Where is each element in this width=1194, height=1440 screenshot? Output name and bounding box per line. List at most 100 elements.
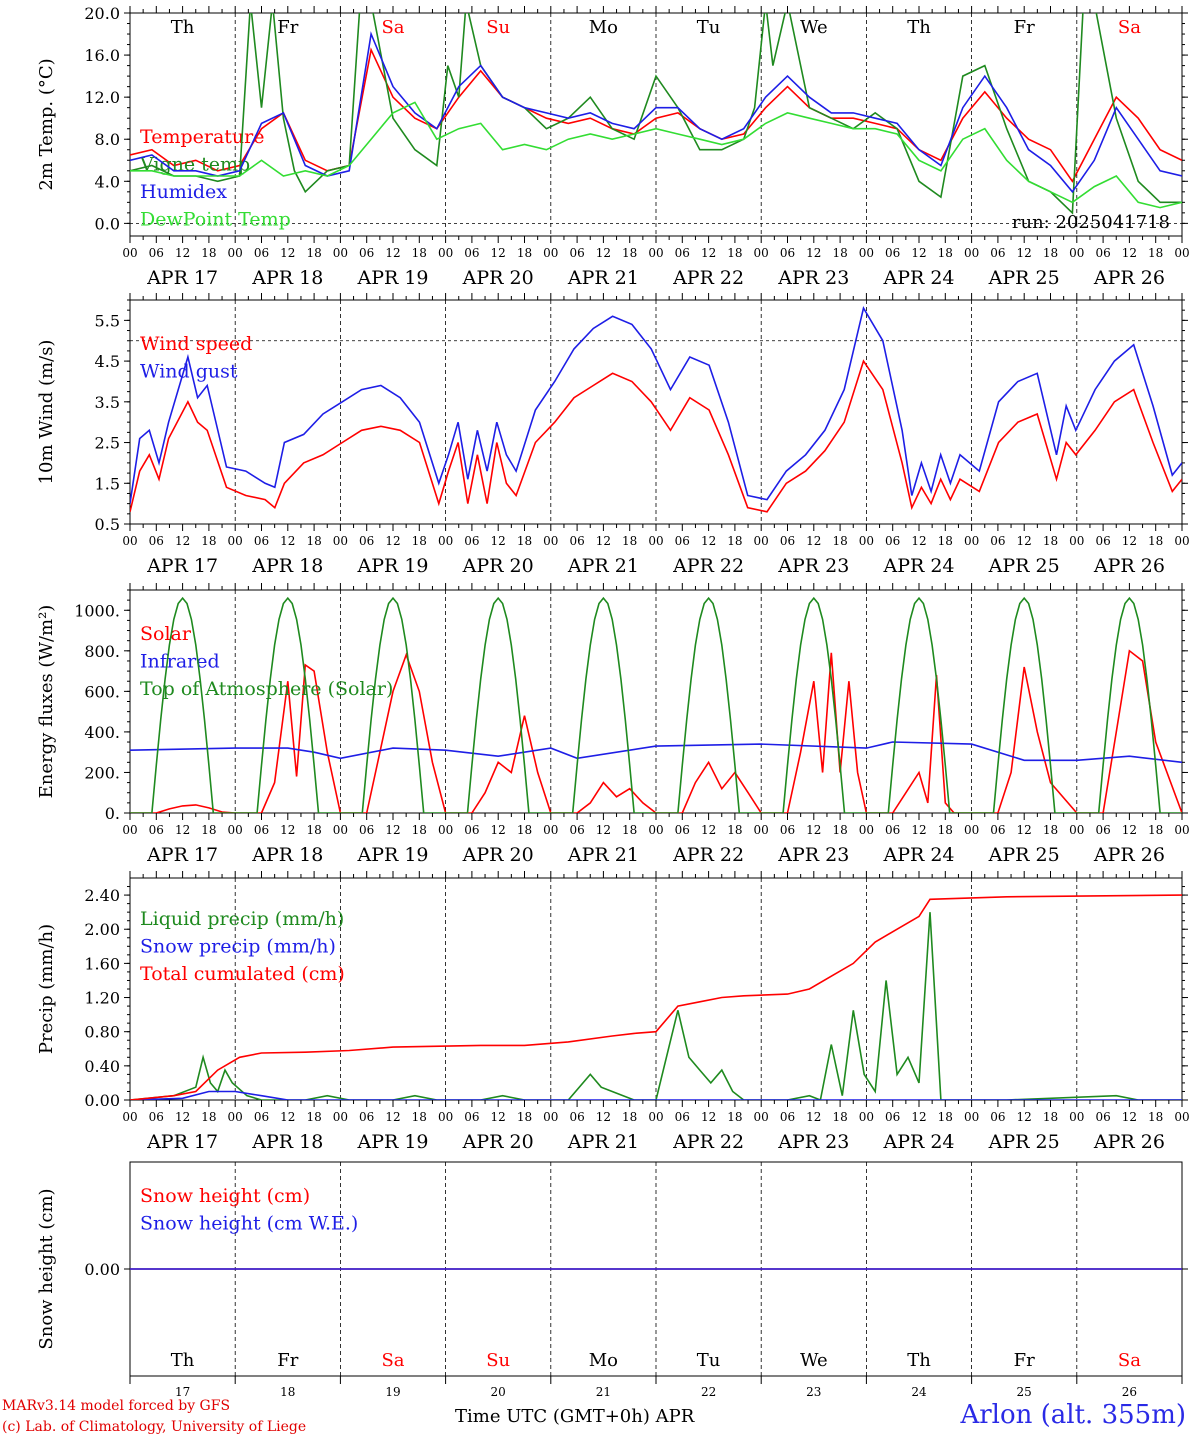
x-hour-label: 00 xyxy=(438,534,453,548)
x-hour-label: 18 xyxy=(938,1110,953,1124)
y-tick-label: 4.5 xyxy=(95,352,120,371)
x-hour-label: 06 xyxy=(359,823,374,837)
x-hour-label: 18 xyxy=(517,534,532,548)
x-hour-label: 18 xyxy=(306,1110,321,1124)
y-tick-label: 2.40 xyxy=(84,886,120,905)
x-hour-label: 00 xyxy=(543,534,558,548)
weekday-label: Fr xyxy=(1014,17,1035,38)
weekday-label: Sa xyxy=(1118,17,1141,38)
weekday-label: Fr xyxy=(1014,1350,1035,1371)
x-hour-label: 12 xyxy=(701,246,716,260)
x-hour-label: 12 xyxy=(175,823,190,837)
legend-entry: DewPoint Temp xyxy=(140,209,291,231)
x-hour-label: 18 xyxy=(412,823,427,837)
x-hour-label: 18 xyxy=(306,246,321,260)
weekday-label: Su xyxy=(486,1350,510,1371)
y-tick-label: 8.0 xyxy=(95,130,120,149)
x-date-label: APR 24 xyxy=(882,1131,954,1153)
series-line-temperature-1 xyxy=(130,13,1182,215)
x-hour-label: 06 xyxy=(1095,246,1110,260)
x-hour-label: 00 xyxy=(333,534,348,548)
x-hour-label: 18 xyxy=(727,1110,742,1124)
x-hour-label: 00 xyxy=(1069,823,1084,837)
x-hour-label: 18 xyxy=(622,1110,637,1124)
x-hour-label: 06 xyxy=(149,823,164,837)
x-hour-label: 12 xyxy=(701,823,716,837)
legend-entry: Total cumulated (cm) xyxy=(140,963,345,985)
x-hour-label: 06 xyxy=(464,534,479,548)
x-hour-label: 12 xyxy=(911,534,926,548)
x-hour-label: 00 xyxy=(1069,534,1084,548)
y-tick-label: 20.0 xyxy=(84,4,120,23)
x-hour-label: 12 xyxy=(701,534,716,548)
weekday-label: Sa xyxy=(381,17,404,38)
x-hour-label: 12 xyxy=(385,246,400,260)
time-axis-title: Time UTC (GMT+0h) APR xyxy=(455,1406,695,1427)
x-hour-label: 18 xyxy=(727,534,742,548)
x-hour-label: 12 xyxy=(1017,246,1032,260)
x-day-number: 24 xyxy=(911,1385,927,1399)
x-hour-label: 18 xyxy=(412,246,427,260)
x-hour-label: 06 xyxy=(675,534,690,548)
x-hour-label: 06 xyxy=(885,246,900,260)
x-hour-label: 06 xyxy=(1095,823,1110,837)
x-date-label: APR 23 xyxy=(777,555,849,577)
x-hour-label: 12 xyxy=(596,1110,611,1124)
x-day-number: 21 xyxy=(596,1385,611,1399)
x-hour-label: 12 xyxy=(806,246,821,260)
x-hour-label: 12 xyxy=(491,823,506,837)
x-hour-label: 06 xyxy=(675,246,690,260)
x-hour-label: 06 xyxy=(569,823,584,837)
x-hour-label: 18 xyxy=(1148,823,1163,837)
x-hour-label: 12 xyxy=(280,246,295,260)
legend-entry: Infrared xyxy=(140,651,220,673)
x-hour-label: 00 xyxy=(438,1110,453,1124)
x-hour-label: 00 xyxy=(859,1110,874,1124)
x-date-label: APR 17 xyxy=(146,1131,218,1153)
x-date-label: APR 17 xyxy=(146,267,218,289)
x-hour-label: 18 xyxy=(1148,534,1163,548)
series-line-temperature-0 xyxy=(130,47,1182,183)
x-date-label: APR 19 xyxy=(356,267,428,289)
x-hour-label: 06 xyxy=(1095,534,1110,548)
x-hour-label: 12 xyxy=(385,1110,400,1124)
legend-entry: Top of Atmosphere (Solar) xyxy=(140,678,393,700)
x-hour-label: 06 xyxy=(149,246,164,260)
x-hour-label: 06 xyxy=(254,823,269,837)
x-hour-label: 06 xyxy=(254,1110,269,1124)
x-date-label: APR 23 xyxy=(777,1131,849,1153)
x-date-label: APR 21 xyxy=(567,844,639,866)
x-hour-label: 00 xyxy=(859,534,874,548)
legend-entry: Humidex xyxy=(140,181,227,203)
y-axis-label: 10m Wind (m/s) xyxy=(36,340,57,485)
x-hour-label: 12 xyxy=(911,246,926,260)
x-hour-label: 12 xyxy=(806,1110,821,1124)
x-date-label: APR 18 xyxy=(251,555,323,577)
x-hour-label: 18 xyxy=(832,246,847,260)
x-hour-label: 12 xyxy=(280,534,295,548)
x-hour-label: 12 xyxy=(701,1110,716,1124)
x-hour-label: 18 xyxy=(1043,246,1058,260)
y-tick-label: 200. xyxy=(84,763,120,782)
x-hour-label: 12 xyxy=(491,246,506,260)
x-hour-label: 00 xyxy=(754,1110,769,1124)
x-hour-label: 12 xyxy=(911,823,926,837)
x-hour-label: 18 xyxy=(201,823,216,837)
x-date-label: APR 23 xyxy=(777,844,849,866)
x-day-number: 26 xyxy=(1122,1385,1137,1399)
x-date-label: APR 24 xyxy=(882,267,954,289)
x-hour-label: 00 xyxy=(543,246,558,260)
x-date-label: APR 25 xyxy=(988,1131,1060,1153)
x-date-label: APR 20 xyxy=(462,844,534,866)
x-hour-label: 00 xyxy=(648,246,663,260)
x-hour-label: 06 xyxy=(990,823,1005,837)
x-hour-label: 06 xyxy=(149,1110,164,1124)
x-hour-label: 12 xyxy=(280,823,295,837)
x-date-label: APR 26 xyxy=(1093,555,1165,577)
weekday-label: Tu xyxy=(697,1350,721,1371)
y-tick-label: 0.5 xyxy=(95,515,120,534)
x-date-label: APR 21 xyxy=(567,1131,639,1153)
x-hour-label: 06 xyxy=(254,534,269,548)
y-tick-label: 5.5 xyxy=(95,311,120,330)
x-hour-label: 12 xyxy=(385,534,400,548)
